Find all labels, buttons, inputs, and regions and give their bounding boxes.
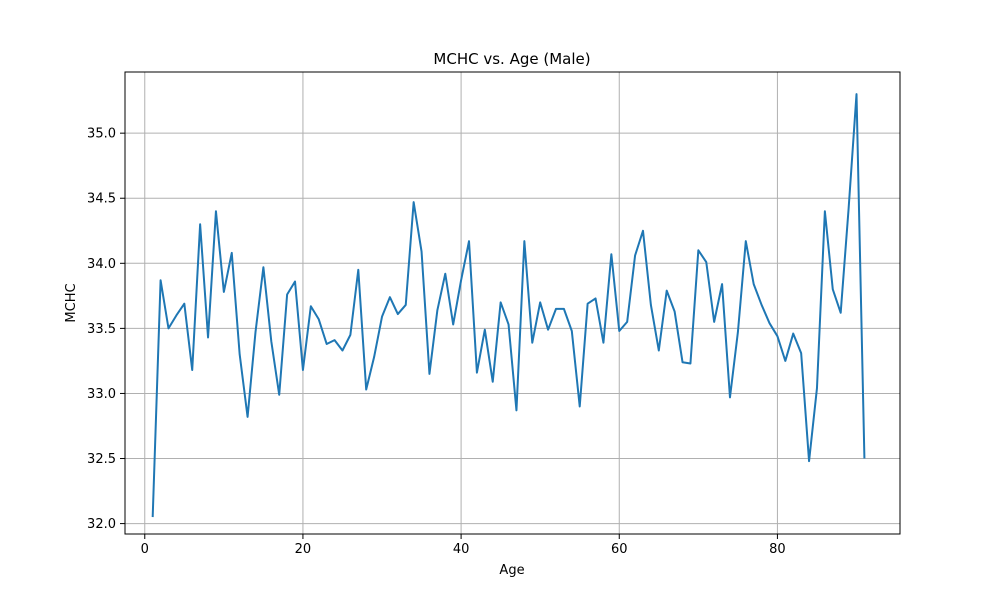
series-line — [151, 93, 866, 518]
y-tick-label: 32.5 — [87, 452, 116, 467]
x-tick-label: 20 — [295, 542, 312, 557]
y-tick-label: 34.0 — [87, 257, 116, 272]
x-tick-label: 60 — [611, 542, 628, 557]
x-tick-label: 80 — [769, 542, 786, 557]
plot-area-frame — [124, 71, 901, 535]
x-tick-label: 40 — [453, 542, 470, 557]
y-axis-label: MCHC — [64, 283, 79, 322]
y-tick-label: 32.0 — [87, 517, 116, 532]
y-tick-label: 33.5 — [87, 322, 116, 337]
y-tick-label: 34.5 — [87, 192, 116, 207]
y-tick-label: 35.0 — [87, 127, 116, 142]
x-tick-label: 0 — [141, 542, 149, 557]
x-axis-label: Age — [499, 563, 524, 578]
axis-ticks: 0 20 40 60 80 32.0 32.5 33.0 33.5 34.0 34.5 35.0 — [87, 127, 786, 557]
series-group — [151, 93, 866, 518]
chart-title: MCHC vs. Age (Male) — [433, 50, 590, 68]
y-tick-label: 33.0 — [87, 387, 116, 402]
grid-lines — [125, 72, 900, 534]
